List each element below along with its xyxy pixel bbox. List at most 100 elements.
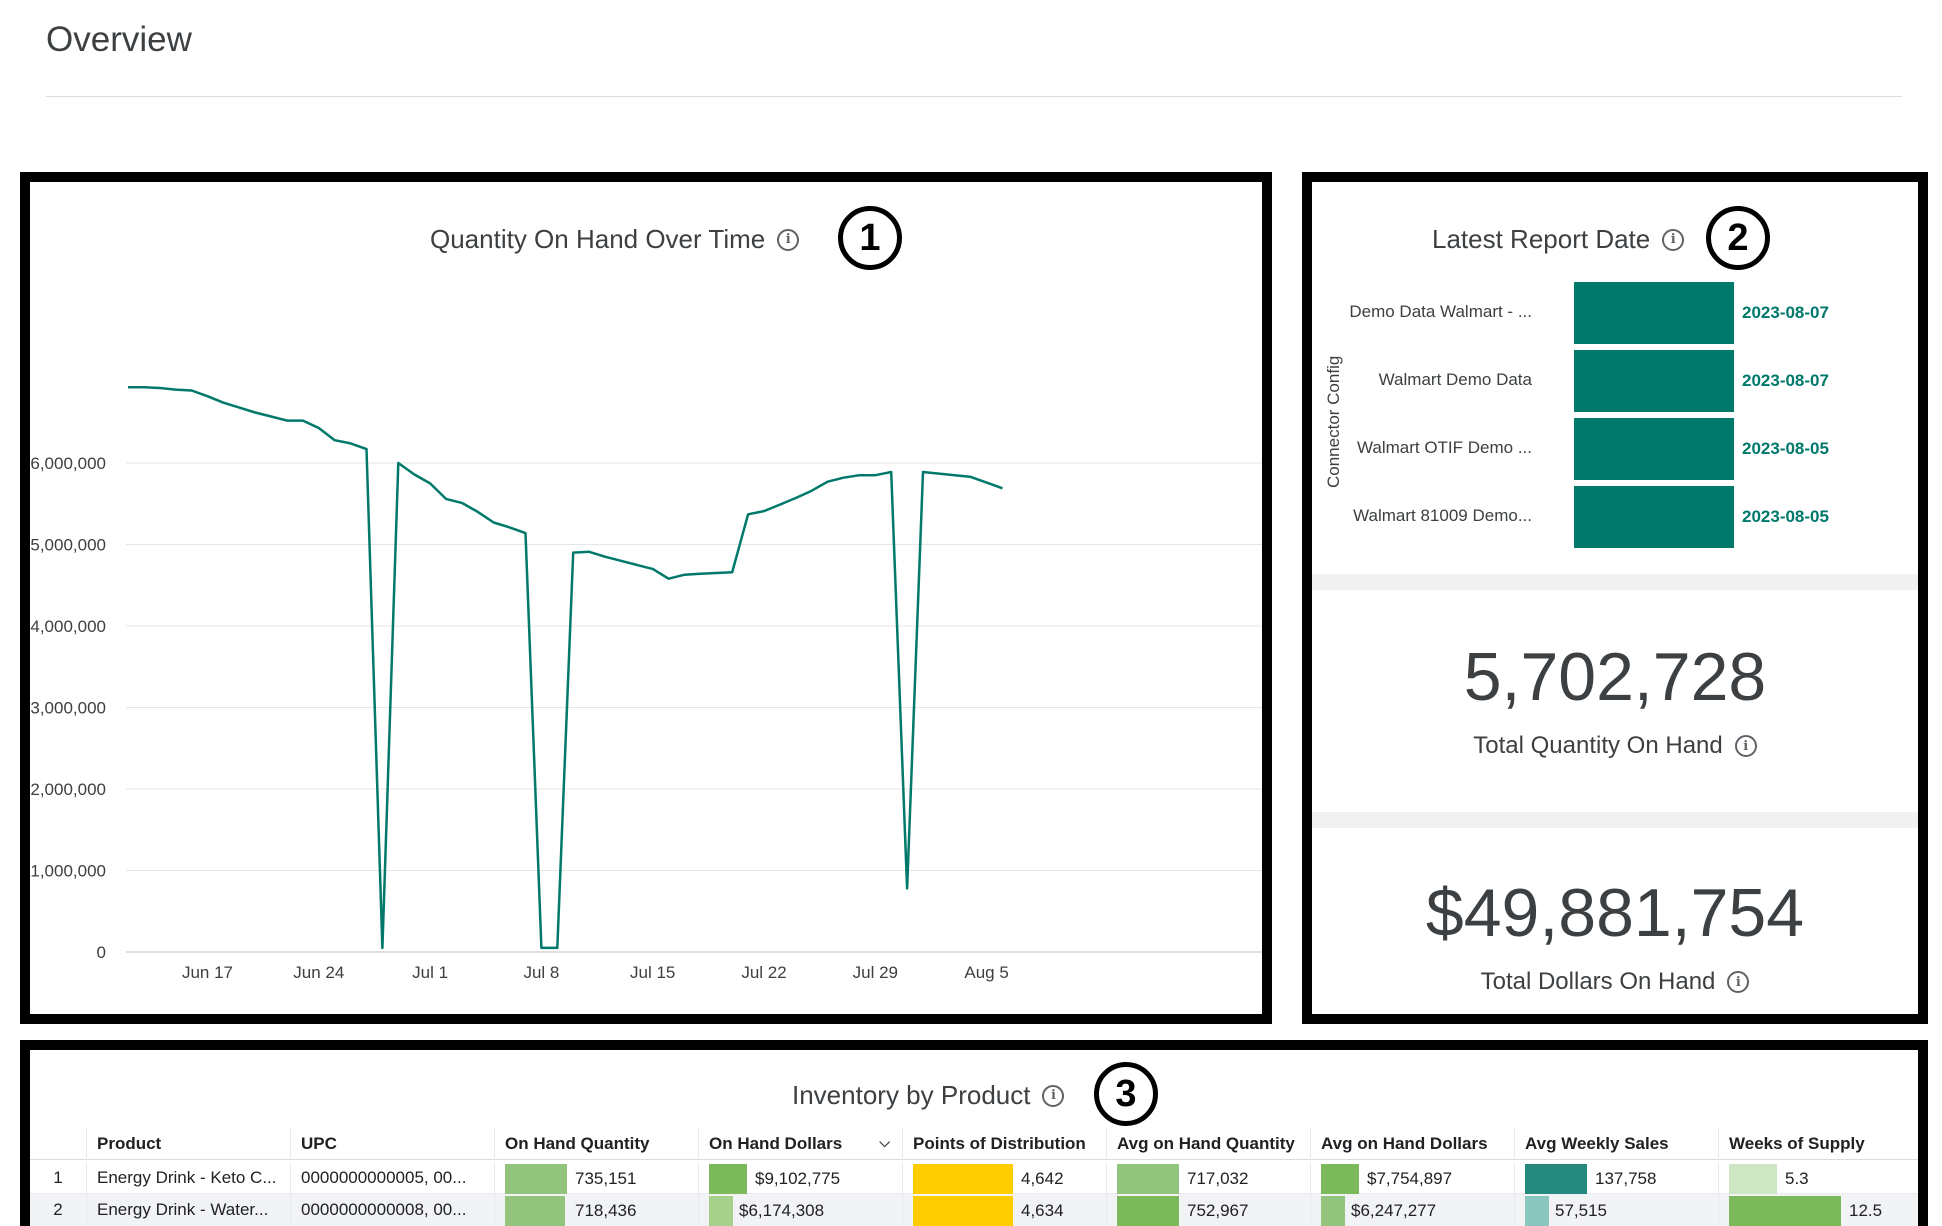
- upc-cell: 0000000000008, 00...: [290, 1194, 494, 1226]
- column-header-sorted[interactable]: On Hand Dollars ⌵: [698, 1128, 902, 1160]
- cell-bar: [709, 1164, 747, 1194]
- total-dollars-label: Total Dollars On Hand i: [1312, 968, 1918, 996]
- cell-value: $9,102,775: [755, 1169, 841, 1188]
- total-dollars-card: $49,881,754 Total Dollars On Hand i: [1312, 828, 1918, 1014]
- report-row[interactable]: Walmart Demo Data 2023-08-07: [1312, 350, 1918, 412]
- cell-bar: [913, 1196, 1013, 1226]
- report-row[interactable]: Walmart OTIF Demo ... 2023-08-05: [1312, 418, 1918, 480]
- table-row[interactable]: 2 Energy Drink - Water... 0000000000008,…: [30, 1194, 1918, 1226]
- right-column: Latest Report Date i 2 Connector Config …: [1302, 172, 1928, 1024]
- latest-report-card: Latest Report Date i 2 Connector Config …: [1312, 182, 1918, 574]
- report-bar: [1574, 282, 1734, 344]
- total-quantity-card: 5,702,728 Total Quantity On Hand i: [1312, 590, 1918, 812]
- table-header-row: Product UPC On Hand Quantity On Hand Dol…: [30, 1128, 1918, 1160]
- chart-title-text: Quantity On Hand Over Time: [430, 224, 766, 254]
- cell-value: 718,436: [575, 1201, 637, 1220]
- avg-on-hand-dollars-cell: $7,754,897: [1310, 1162, 1514, 1194]
- page-title: Overview: [46, 20, 192, 59]
- x-tick-label: Jun 17: [182, 963, 233, 982]
- callout-badge-1: 1: [838, 206, 902, 270]
- y-tick-label: 6,000,000: [30, 454, 106, 473]
- table-title: Inventory by Product i: [792, 1080, 1065, 1111]
- total-dollars-value: $49,881,754: [1425, 875, 1805, 951]
- total-dollars-label-text: Total Dollars On Hand: [1480, 968, 1716, 995]
- report-row-value: 2023-08-05: [1742, 439, 1829, 458]
- x-tick-label: Jul 29: [853, 963, 898, 982]
- report-row[interactable]: Walmart 81009 Demo... 2023-08-05: [1312, 486, 1918, 548]
- cell-value: 4,642: [1021, 1169, 1064, 1188]
- column-header[interactable]: Points of Distribution: [902, 1128, 1106, 1160]
- cell-value: $6,174,308: [739, 1201, 825, 1220]
- info-icon[interactable]: i: [777, 228, 800, 251]
- info-icon[interactable]: i: [1042, 1084, 1065, 1107]
- report-row[interactable]: Demo Data Walmart - ... 2023-08-07: [1312, 282, 1918, 344]
- info-icon[interactable]: i: [1727, 971, 1750, 993]
- total-quantity-value: 5,702,728: [1463, 639, 1767, 715]
- cell-bar: [1729, 1196, 1841, 1226]
- avg-weekly-sales-cell: 137,758: [1514, 1162, 1718, 1194]
- column-header[interactable]: Avg Weekly Sales: [1514, 1128, 1718, 1160]
- cell-bar: [1729, 1164, 1777, 1194]
- cell-value: $7,754,897: [1367, 1169, 1453, 1188]
- cell-bar: [1321, 1164, 1359, 1194]
- column-header[interactable]: Avg on Hand Quantity: [1106, 1128, 1310, 1160]
- x-tick-label: Jul 15: [630, 963, 675, 982]
- cell-value: $6,247,277: [1351, 1201, 1437, 1220]
- table-title-text: Inventory by Product: [792, 1080, 1031, 1110]
- points-distribution-cell: 4,634: [902, 1194, 1106, 1226]
- cell-bar: [1321, 1196, 1345, 1226]
- x-tick-label: Aug 5: [964, 963, 1008, 982]
- weeks-of-supply-cell: 12.5: [1718, 1194, 1914, 1226]
- weeks-of-supply-cell: 5.3: [1718, 1162, 1914, 1194]
- column-header[interactable]: Weeks of Supply: [1718, 1128, 1914, 1160]
- chart-title: Quantity On Hand Over Time i: [430, 224, 800, 255]
- cell-value: 57,515: [1555, 1201, 1607, 1220]
- cell-bar: [1525, 1164, 1587, 1194]
- cell-value: 735,151: [575, 1169, 637, 1188]
- avg-weekly-sales-cell: 57,515: [1514, 1194, 1718, 1226]
- cell-bar: [505, 1196, 565, 1226]
- column-header[interactable]: On Hand Quantity: [494, 1128, 698, 1160]
- avg-on-hand-dollars-cell: $6,247,277: [1310, 1194, 1514, 1226]
- report-bar: [1574, 350, 1734, 412]
- on-hand-quantity-cell: 718,436: [494, 1194, 698, 1226]
- on-hand-quantity-cell: 735,151: [494, 1162, 698, 1194]
- y-tick-label: 4,000,000: [30, 617, 106, 636]
- row-number: 2: [53, 1200, 63, 1219]
- report-row-value: 2023-08-07: [1742, 303, 1829, 322]
- column-header[interactable]: UPC: [290, 1128, 494, 1160]
- quantity-series-line: [128, 385, 1003, 950]
- product-cell: Energy Drink - Keto C...: [86, 1162, 290, 1194]
- cell-value: 752,967: [1187, 1201, 1249, 1220]
- inventory-table-card: Inventory by Product i 3 Product UPC On …: [20, 1040, 1928, 1226]
- cell-bar: [1525, 1196, 1549, 1226]
- column-header[interactable]: Avg on Hand Dollars: [1310, 1128, 1514, 1160]
- product-cell: Energy Drink - Water...: [86, 1194, 290, 1226]
- report-row-label: Walmart 81009 Demo...: [1353, 506, 1532, 525]
- on-hand-dollars-cell: $9,102,775: [698, 1162, 902, 1194]
- total-quantity-label: Total Quantity On Hand i: [1312, 732, 1918, 760]
- avg-on-hand-quantity-cell: 717,032: [1106, 1162, 1310, 1194]
- report-row-label: Walmart Demo Data: [1378, 370, 1532, 389]
- report-row-value: 2023-08-07: [1742, 371, 1829, 390]
- line-chart: 0 1,000,000 2,000,000 3,000,000 4,000,000 5,0…: [30, 385, 1262, 982]
- upc-cell: 0000000000005, 00...: [290, 1162, 494, 1194]
- y-tick-label: 0: [97, 943, 106, 962]
- cell-bar: [913, 1164, 1013, 1194]
- report-title-text: Latest Report Date: [1432, 224, 1651, 254]
- column-header[interactable]: Product: [86, 1128, 290, 1160]
- cell-value: 12.5: [1849, 1201, 1883, 1220]
- x-tick-label: Jul 1: [412, 963, 448, 982]
- report-row-label: Walmart OTIF Demo ...: [1356, 438, 1532, 457]
- cell-bar: [1117, 1196, 1179, 1226]
- cell-bar: [1117, 1164, 1179, 1194]
- report-row-label: Demo Data Walmart - ...: [1349, 302, 1532, 321]
- quantity-chart-card: Quantity On Hand Over Time i 1 0 1,000,00…: [20, 172, 1272, 1024]
- info-icon[interactable]: i: [1734, 735, 1757, 757]
- column-header-label: On Hand Dollars: [709, 1134, 843, 1153]
- cell-value: 4,634: [1021, 1201, 1064, 1220]
- table-row[interactable]: 1 Energy Drink - Keto C... 0000000000005…: [30, 1162, 1918, 1194]
- chevron-down-icon[interactable]: ⌵: [879, 1134, 890, 1150]
- info-icon[interactable]: i: [1662, 228, 1685, 251]
- cell-value: 5.3: [1785, 1169, 1809, 1188]
